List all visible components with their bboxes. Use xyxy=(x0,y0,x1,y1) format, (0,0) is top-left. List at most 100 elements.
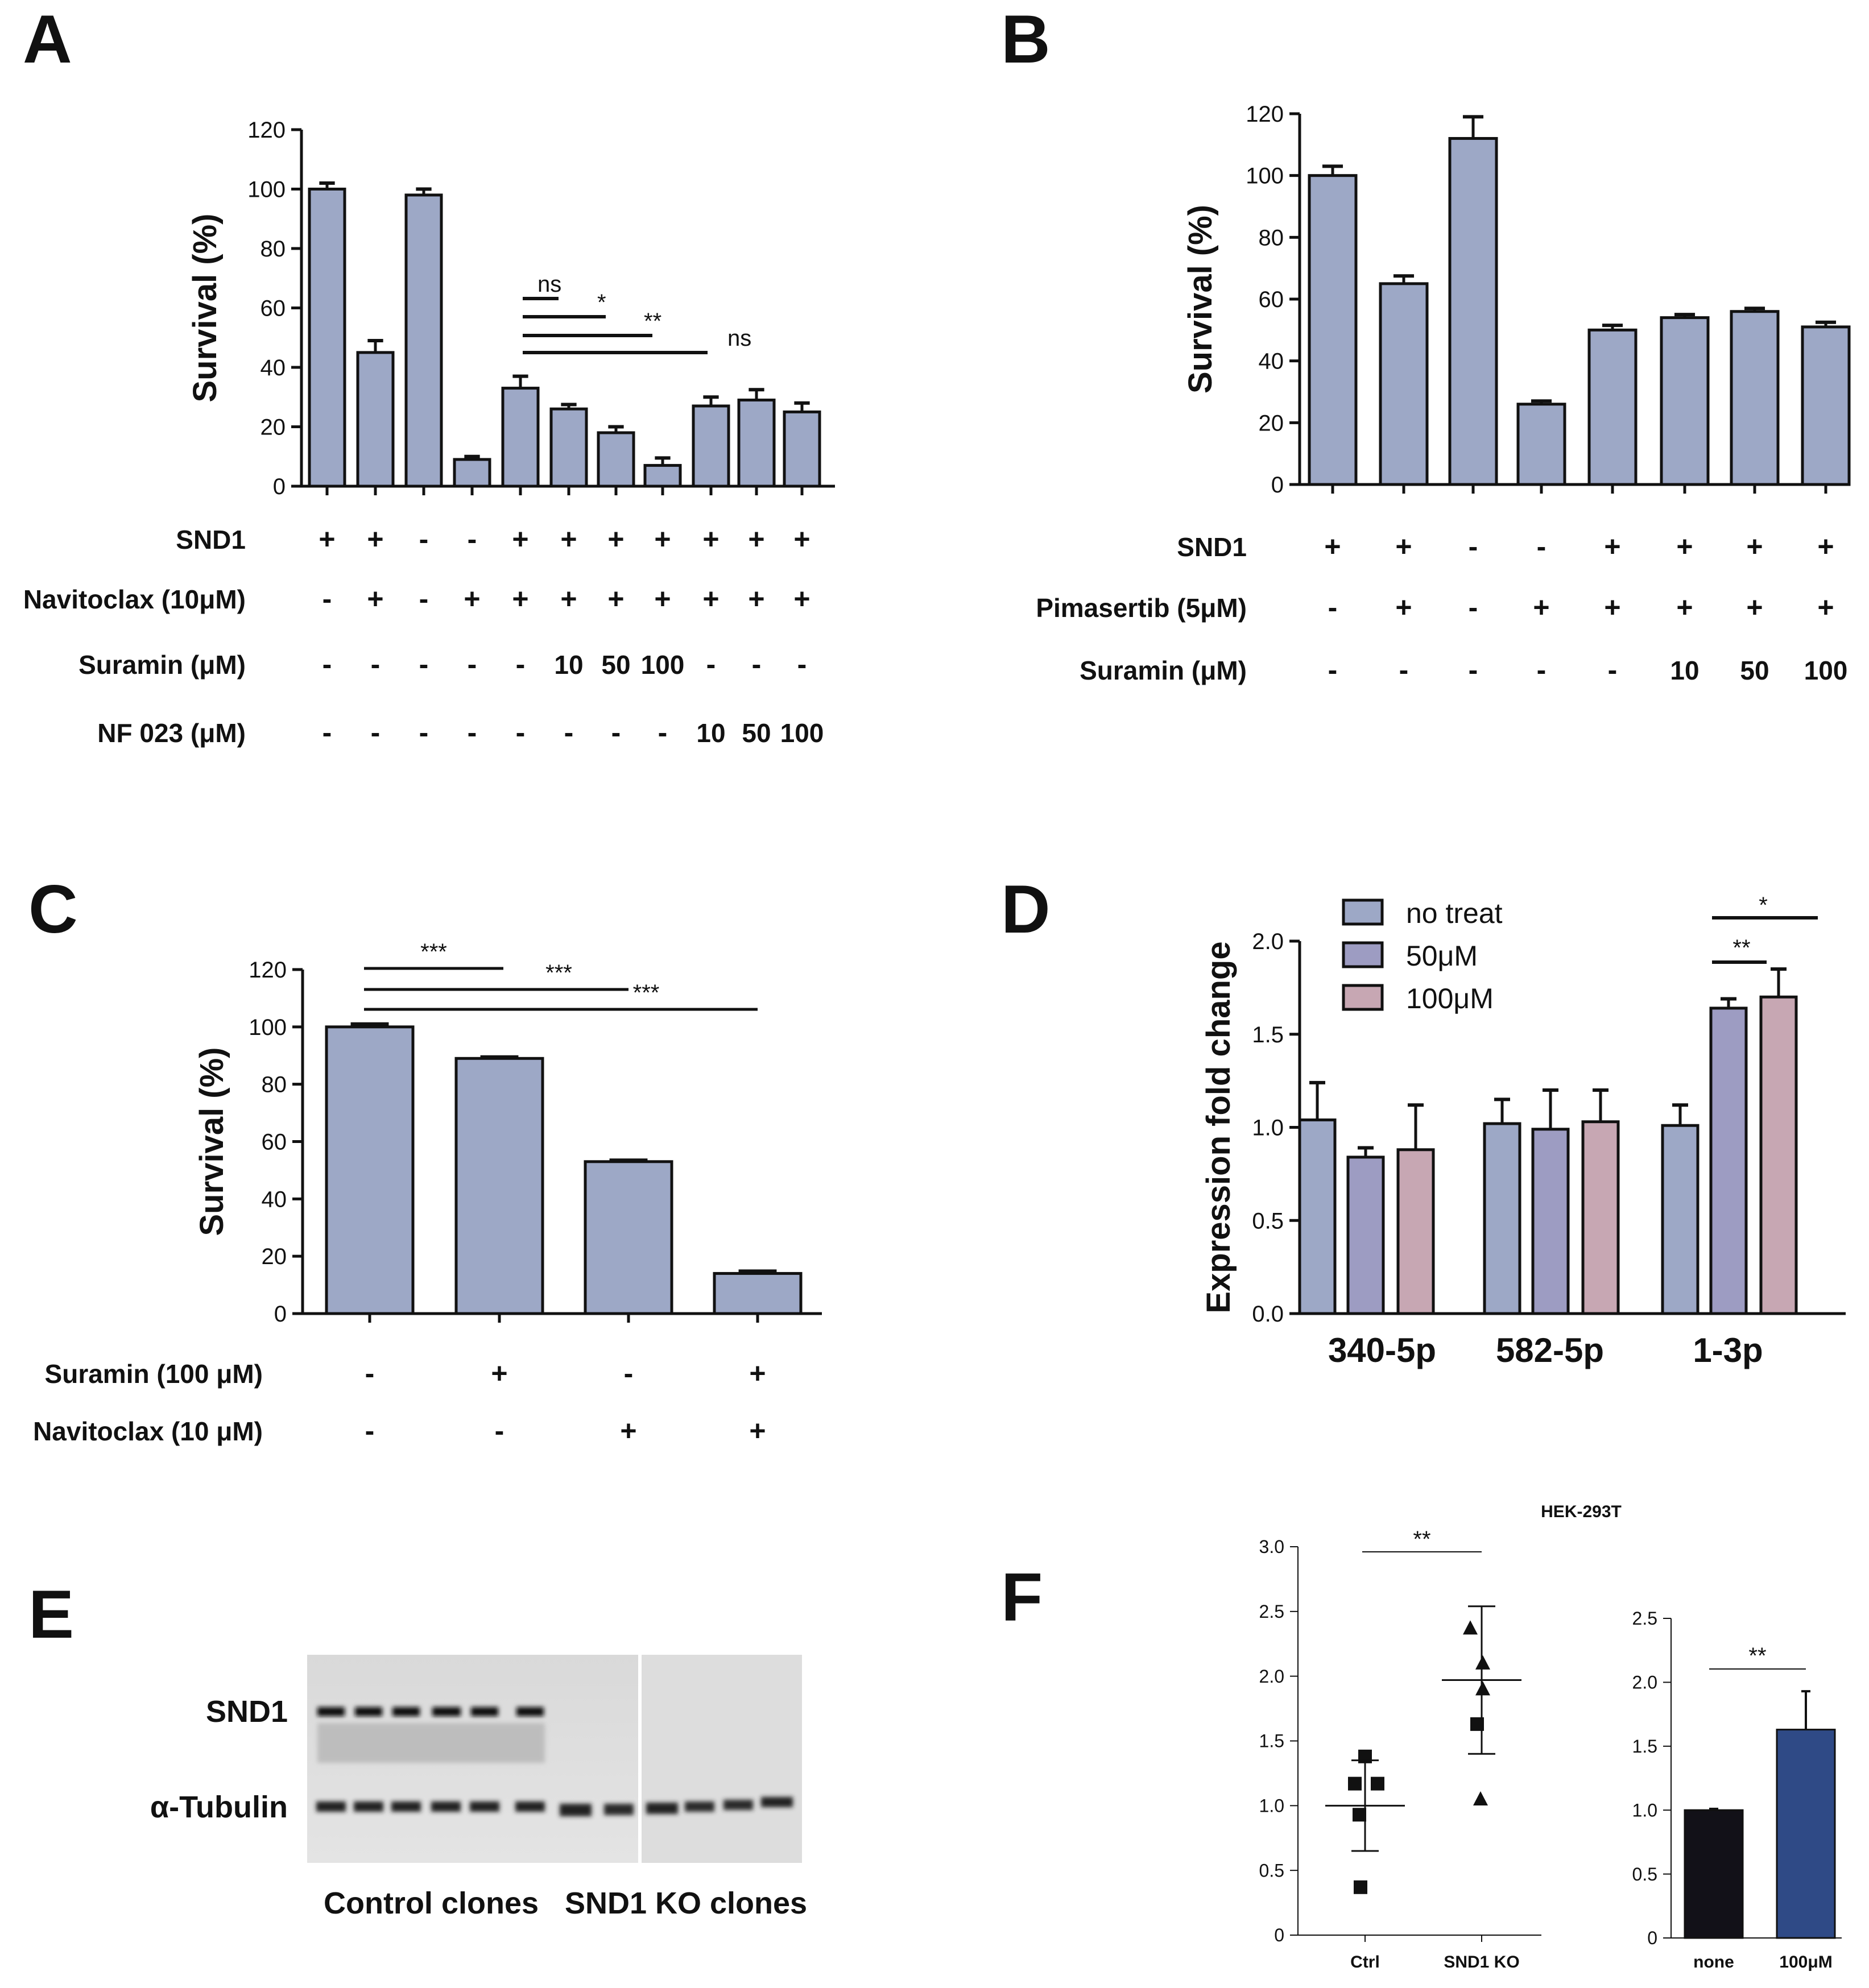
legend-swatch xyxy=(1342,941,1384,968)
snd1-band xyxy=(516,1707,544,1716)
category-label: 582-5p xyxy=(1496,1331,1604,1369)
y-tick-label: 2.5 xyxy=(1259,1601,1284,1622)
significance-label: *** xyxy=(633,980,660,1005)
tubulin-band xyxy=(646,1803,678,1814)
data-point xyxy=(1473,1791,1488,1805)
treatment-cell: + xyxy=(1604,591,1620,623)
y-tick-label: 100 xyxy=(249,1015,287,1040)
y-tick-label: 0 xyxy=(1647,1928,1657,1948)
treatment-cell: - xyxy=(468,716,477,748)
treatment-cell: + xyxy=(367,523,383,555)
bar xyxy=(453,458,491,488)
treatment-cell: + xyxy=(702,583,719,615)
data-point xyxy=(1348,1776,1362,1791)
y-tick-label: 100 xyxy=(1246,164,1284,189)
bar xyxy=(1709,1007,1748,1315)
treatment-cell: - xyxy=(564,716,574,748)
treatment-cell: + xyxy=(1395,531,1412,562)
panel-label-e: E xyxy=(28,1576,74,1652)
snd1-band xyxy=(432,1707,461,1716)
significance-label: ** xyxy=(1413,1527,1430,1552)
blot-bands xyxy=(316,1707,793,1816)
treatment-cell: - xyxy=(419,716,429,748)
treatment-cell: - xyxy=(752,648,762,680)
bar xyxy=(1379,282,1429,486)
y-tick-label: 1.0 xyxy=(1632,1800,1657,1820)
y-tick-label: 0 xyxy=(274,1302,287,1327)
panel-label-a: A xyxy=(23,1,72,77)
treatment-cell: 10 xyxy=(696,718,725,748)
treatment-cell: + xyxy=(560,523,577,555)
y-tick-label: 20 xyxy=(262,1244,287,1269)
blot-membrane-right xyxy=(642,1655,802,1863)
tubulin-band xyxy=(316,1801,346,1812)
treatment-cell: - xyxy=(371,648,381,680)
treatment-cell: + xyxy=(607,523,624,555)
bar xyxy=(643,463,682,488)
blot-label-snd1: SND1 xyxy=(206,1695,288,1729)
bar xyxy=(692,404,730,488)
treatment-cell: - xyxy=(365,1415,375,1447)
panel-label-f: F xyxy=(1001,1559,1043,1635)
y-tick-label: 1.5 xyxy=(1252,1022,1284,1047)
treatment-cell: - xyxy=(468,648,477,680)
treatment-cell: + xyxy=(1533,591,1549,623)
bar xyxy=(1308,174,1358,486)
treatment-cell: - xyxy=(419,648,429,680)
row-label: SND1 xyxy=(1177,532,1247,562)
bar xyxy=(1684,1809,1744,1939)
treatment-cell: + xyxy=(748,523,764,555)
treatment-cell: - xyxy=(419,523,429,555)
treatment-cell: - xyxy=(611,716,621,748)
treatment-cell: - xyxy=(419,583,429,615)
bar xyxy=(356,351,395,488)
category-label: none xyxy=(1693,1953,1734,1972)
y-tick-label: 2.0 xyxy=(1259,1666,1284,1687)
bar xyxy=(1581,1120,1620,1315)
legend-swatch xyxy=(1342,898,1384,926)
bar xyxy=(597,431,635,488)
bar xyxy=(1531,1128,1570,1315)
treatment-cell: 10 xyxy=(554,650,583,680)
treatment-cell: + xyxy=(560,583,577,615)
treatment-cell: + xyxy=(1817,531,1834,562)
treatment-cell: + xyxy=(512,523,528,555)
significance-label: *** xyxy=(420,939,447,964)
blot-label-tubulin: α-Tubulin xyxy=(150,1790,288,1824)
bar xyxy=(1776,1729,1836,1939)
category-label: 1-3p xyxy=(1693,1331,1763,1369)
row-label: Suramin (μM) xyxy=(1080,656,1247,685)
bar xyxy=(1660,316,1710,486)
treatment-cell: - xyxy=(1328,591,1338,623)
tubulin-band xyxy=(470,1801,499,1812)
significance-label: ns xyxy=(727,326,751,351)
bar xyxy=(1730,310,1780,486)
bar xyxy=(501,387,540,488)
tubulin-band xyxy=(604,1804,634,1815)
category-label: 340-5p xyxy=(1328,1331,1436,1369)
y-tick-label: 100 xyxy=(247,177,286,202)
tubulin-band xyxy=(560,1804,592,1816)
treatment-cell: + xyxy=(1817,591,1834,623)
y-tick-label: 0 xyxy=(1271,473,1284,498)
data-point xyxy=(1463,1620,1478,1635)
legend-label: no treat xyxy=(1406,897,1503,929)
snd1-band xyxy=(392,1707,420,1716)
treatment-cell: + xyxy=(464,583,480,615)
tubulin-band xyxy=(391,1801,421,1812)
treatment-cell: - xyxy=(365,1357,375,1389)
y-tick-label: 60 xyxy=(1259,287,1284,312)
y-tick-label: 60 xyxy=(260,296,286,321)
bar xyxy=(549,407,588,488)
y-tick-label: 120 xyxy=(247,118,286,143)
data-point xyxy=(1475,1655,1490,1670)
category-label: SND1 KO xyxy=(1444,1953,1519,1972)
panel-label-b: B xyxy=(1001,1,1051,77)
y-tick-label: 0.5 xyxy=(1259,1860,1284,1881)
snd1-band xyxy=(317,1707,345,1716)
tubulin-band xyxy=(761,1797,793,1807)
significance-label: ** xyxy=(1732,935,1750,960)
category-label: Ctrl xyxy=(1350,1953,1380,1972)
treatment-cell: - xyxy=(658,716,668,748)
y-tick-label: 120 xyxy=(249,958,287,983)
